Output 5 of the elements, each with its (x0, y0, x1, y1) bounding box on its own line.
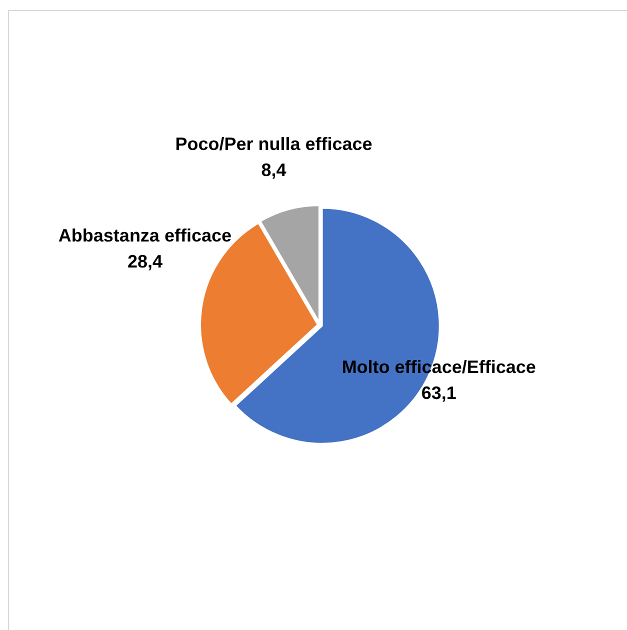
data-label: 8,4 (261, 160, 286, 180)
data-label: 63,1 (421, 383, 456, 404)
data-label: 28,4 (127, 252, 162, 272)
slice-label: Poco/Per nulla efficace (175, 134, 372, 154)
slice-label: Abbastanza efficace (58, 226, 232, 246)
